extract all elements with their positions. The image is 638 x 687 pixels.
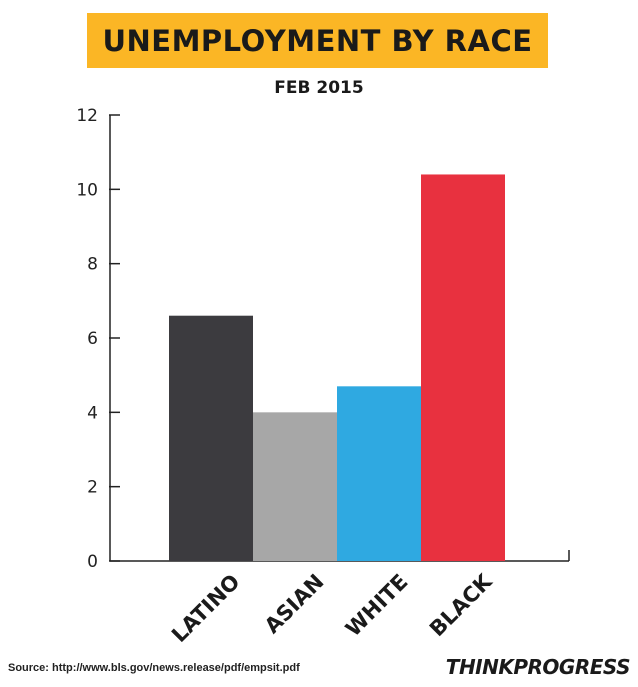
y-tick-label-4: 4 bbox=[87, 403, 98, 423]
title-banner: UNEMPLOYMENT BY RACE bbox=[87, 13, 548, 68]
y-tick-label-12: 12 bbox=[76, 106, 98, 126]
bar-latino bbox=[169, 315, 253, 561]
x-label-black: BLACK bbox=[425, 569, 497, 641]
bar-black bbox=[421, 174, 505, 561]
y-tick-label-0: 0 bbox=[87, 552, 98, 572]
brand-logo: THINKPROGRESS bbox=[445, 655, 631, 679]
bar-asian bbox=[253, 412, 337, 561]
y-tick-label-2: 2 bbox=[87, 478, 98, 498]
x-label-latino: LATINO bbox=[167, 570, 244, 647]
y-tick-label-8: 8 bbox=[87, 255, 98, 275]
bar-white bbox=[337, 386, 421, 561]
chart-subtitle: FEB 2015 bbox=[274, 78, 364, 98]
source-note: Source: http://www.bls.gov/news.release/… bbox=[8, 662, 300, 674]
y-tick-label-10: 10 bbox=[76, 180, 98, 200]
x-label-asian: ASIAN bbox=[260, 570, 329, 639]
x-label-white: WHITE bbox=[341, 570, 413, 642]
chart-title: UNEMPLOYMENT BY RACE bbox=[102, 23, 533, 58]
y-tick-label-6: 6 bbox=[87, 329, 98, 349]
